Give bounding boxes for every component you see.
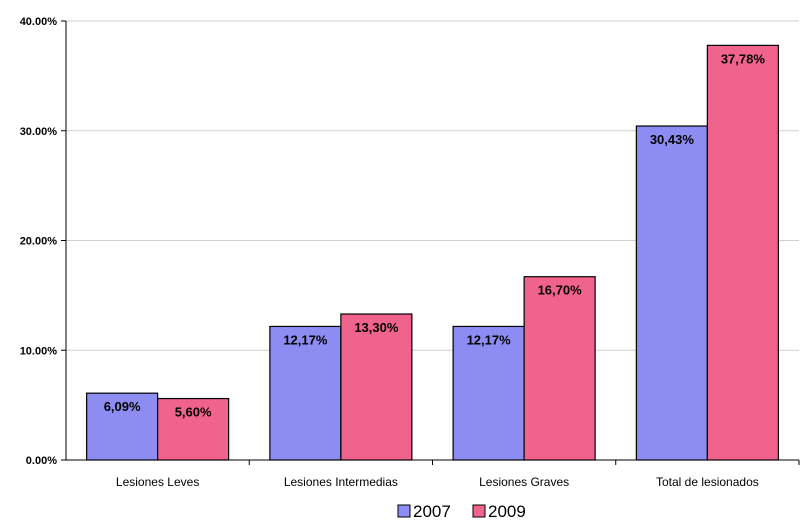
y-tick-label: 10.00% — [20, 345, 58, 357]
data-label: 12,17% — [283, 332, 328, 347]
data-label: 13,30% — [354, 320, 399, 335]
y-tick-label: 30.00% — [20, 126, 58, 138]
bar-2009 — [706, 44, 779, 461]
x-category-label: Lesiones Intermedias — [284, 475, 398, 489]
y-tick-label: 20.00% — [20, 236, 58, 248]
bar-2009 — [157, 397, 230, 461]
data-label: 30,43% — [650, 132, 695, 147]
y-tick-label: 40.00% — [20, 16, 58, 28]
legend: 2007 2009 — [397, 502, 526, 521]
x-category-label: Lesiones Leves — [116, 475, 199, 489]
bars — [86, 44, 779, 461]
data-label: 37,78% — [721, 51, 766, 66]
legend-label-2007: 2007 — [413, 502, 451, 521]
axes — [65, 21, 800, 465]
x-axis-categories: Lesiones Leves Lesiones Intermedias Lesion… — [116, 475, 759, 489]
data-label: 5,60% — [175, 405, 212, 420]
x-category-label: Total de lesionados — [656, 475, 759, 489]
data-labels: 6,09% 5,60% 12,17% 13,30% 12,17% 16,70% 30,43%… — [104, 51, 766, 419]
data-label: 6,09% — [104, 399, 141, 414]
data-label: 16,70% — [538, 283, 583, 298]
data-label: 12,17% — [467, 332, 512, 347]
y-tick-label: 0.00% — [26, 455, 57, 467]
bar-2007 — [635, 125, 708, 461]
x-category-label: Lesiones Graves — [479, 475, 569, 489]
legend-label-2009: 2009 — [488, 502, 526, 521]
bar-2009 — [340, 313, 413, 461]
bar-2009 — [523, 276, 596, 461]
legend-swatch-2007 — [397, 504, 411, 518]
legend-swatch-2009 — [472, 504, 486, 518]
bar-2007 — [452, 325, 525, 461]
y-axis-ticks: 0.00% 10.00% 20.00% 30.00% 40.00% — [20, 16, 66, 467]
